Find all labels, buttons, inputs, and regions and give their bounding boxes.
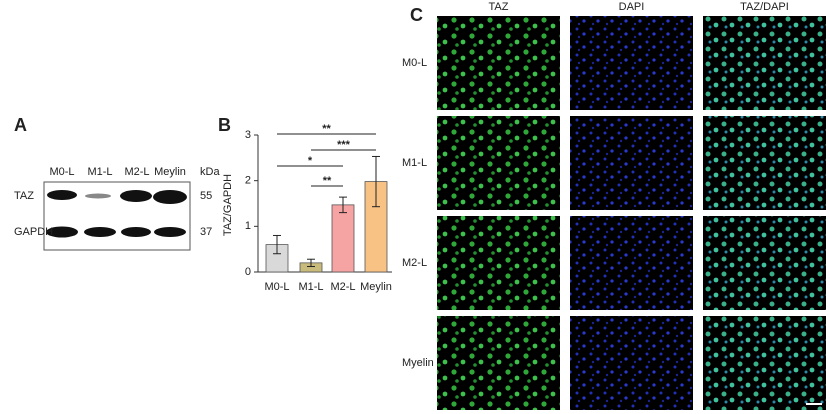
unit-label: kDa <box>200 166 220 178</box>
micrograph <box>703 116 826 210</box>
lane-label: Meylin <box>154 166 186 178</box>
row-label: M1-L <box>402 157 427 169</box>
error-bar <box>307 258 315 268</box>
lane-label: M2-L <box>124 166 149 178</box>
x-tick-label: Meylin <box>360 281 392 293</box>
micrograph <box>437 16 560 110</box>
error-bar <box>339 196 347 214</box>
y-tick-label: 1 <box>245 220 251 232</box>
y-tick-label: 2 <box>245 175 251 187</box>
x-tick-label: M1-L <box>298 281 323 293</box>
micrograph <box>703 316 826 410</box>
micrograph <box>570 116 693 210</box>
micrograph <box>570 216 693 310</box>
error-bar <box>273 234 281 255</box>
blot-bands <box>46 190 187 238</box>
y-tick-label: 3 <box>245 129 251 141</box>
significance-label: * <box>308 155 313 167</box>
kda-label: 37 <box>200 226 212 238</box>
lane-label: M0-L <box>49 166 74 178</box>
row-label: Myelin <box>402 357 434 369</box>
row-label: M0-L <box>402 57 427 69</box>
row-label: TAZ <box>14 190 34 202</box>
panel-letter: A <box>14 115 27 135</box>
micrograph <box>703 16 826 110</box>
error-bar <box>372 155 380 208</box>
y-tick-label: 0 <box>245 266 251 278</box>
micrograph <box>437 316 560 410</box>
x-tick-label: M2-L <box>330 281 355 293</box>
significance-label: ** <box>322 123 331 135</box>
panel-letter: B <box>218 115 231 135</box>
micrograph <box>703 216 826 310</box>
panel-letter: C <box>410 5 423 25</box>
row-label: GAPDH <box>14 226 53 238</box>
lane-label: M1-L <box>87 166 112 178</box>
significance-label: ** <box>323 175 332 187</box>
y-axis-label: TAZ/GAPDH <box>222 174 234 236</box>
column-header: TAZ <box>489 1 509 13</box>
micrograph <box>437 116 560 210</box>
kda-label: 55 <box>200 190 212 202</box>
micrograph <box>437 216 560 310</box>
column-header: TAZ/DAPI <box>740 1 789 13</box>
x-tick-label: M0-L <box>264 281 289 293</box>
bar <box>331 204 355 273</box>
micrograph <box>570 16 693 110</box>
micrograph <box>570 316 693 410</box>
row-label: M2-L <box>402 257 427 269</box>
column-header: DAPI <box>619 1 645 13</box>
significance-label: *** <box>337 139 351 151</box>
